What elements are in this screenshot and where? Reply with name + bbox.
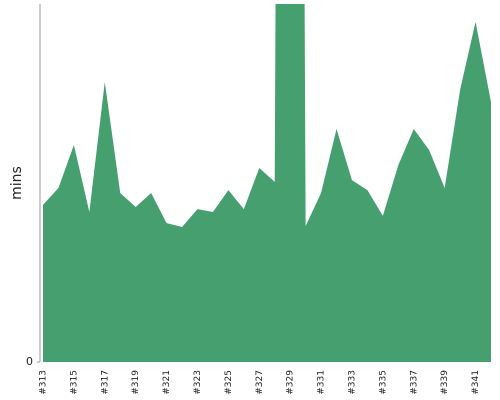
y-tick-label: 0	[26, 355, 33, 368]
x-tick-label: #331	[317, 370, 327, 395]
x-tick-label: #315	[69, 370, 79, 395]
x-tick-label: #321	[162, 370, 172, 395]
x-tick-label: #325	[224, 370, 234, 395]
x-tick-label: #339	[440, 370, 450, 395]
x-tick-label: #337	[409, 370, 419, 395]
y-axis-label: mins	[9, 166, 25, 200]
x-tick-label: #313	[39, 370, 49, 395]
x-tick-label: #323	[193, 370, 203, 395]
area	[43, 4, 491, 362]
x-tick-label: #341	[471, 370, 481, 395]
x-tick-label: #327	[255, 370, 265, 395]
x-tick-label: #317	[100, 370, 110, 395]
x-tick-label: #335	[378, 370, 388, 395]
x-tick-label: #319	[131, 370, 141, 395]
x-tick-label: #333	[347, 370, 357, 395]
x-tick-label: #329	[286, 370, 296, 395]
